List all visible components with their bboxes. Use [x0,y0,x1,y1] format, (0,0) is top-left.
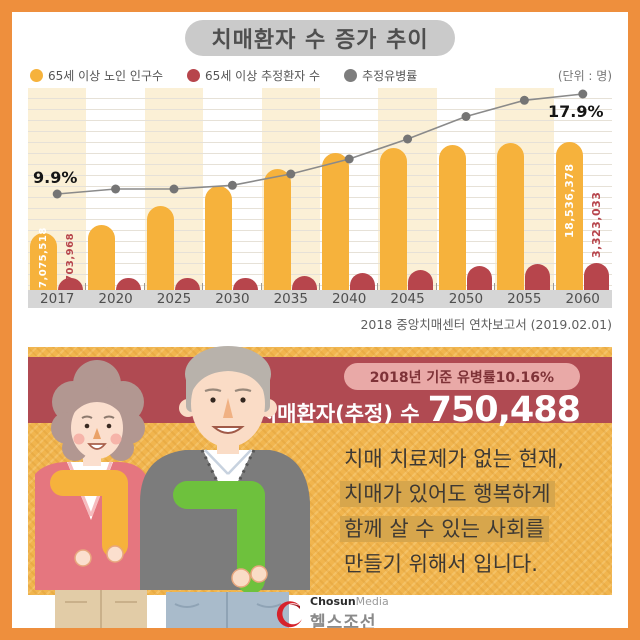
message-line-3: 함께 살 수 있는 사회를 [340,514,612,544]
patients-legend-dot-icon [187,68,201,82]
publisher-logo: ChosunMedia 헬스조선 [274,596,389,633]
health-chosun-wordmark: 헬스조선 [310,613,377,633]
x-label-2020: 2020 [98,291,133,307]
patient-count-label: 치매환자(추정) 수 [257,402,420,426]
trend-line-svg [52,89,588,199]
x-label-2017: 2017 [40,291,75,307]
rate-label-2017: 9.9% [33,168,78,187]
campaign-message: 치매 치료제가 없는 현재, 치매가 있어도 행복하게 함께 살 수 있는 사회… [340,444,612,584]
x-label-2025: 2025 [156,291,192,307]
patient-count-value: 750,488 [427,390,581,430]
legend-item-patients: 65세 이상 추정환자 수 [187,67,320,84]
publisher-logo-text: ChosunMedia 헬스조선 [310,596,389,633]
x-label-2040: 2040 [331,291,367,307]
message-line-4: 만들기 위해서 입니다. [340,549,612,579]
prevalence-pill: 2018년 기준 유병률10.16% [343,363,580,390]
x-axis: 2017 2020 2025 2030 2035 2040 2045 2050 2055 2060 [28,290,612,308]
message-line-2: 치매가 있어도 행복하게 [340,479,612,509]
x-label-2045: 2045 [390,291,425,307]
legend-item-population: 65세 이상 노인 인구수 [30,67,163,84]
brand-light: Media [355,595,389,608]
brand-bold: Chosun [310,595,356,608]
legend-label-rate: 추정유병률 [362,68,418,83]
plot-area: 9.9% 17.9% 7,075,518 703,968 18,536,378 … [28,88,612,290]
legend-item-rate: 추정유병률 [344,67,417,84]
x-label-2055: 2055 [507,291,542,307]
page-title: 치매환자 수 증가 추이 [185,20,455,56]
population-legend-dot-icon [30,68,43,82]
chosunmedia-wordmark: ChosunMedia [310,596,389,608]
chart-legend: 65세 이상 노인 인구수 65세 이상 추정환자 수 추정유병률 (단위 : … [30,65,612,85]
legend-label-population: 65세 이상 노인 인구수 [48,68,164,83]
bar-value-population-2017: 7,075,518 [38,227,49,288]
bar-value-patients-2017: 703,968 [65,232,76,282]
patient-count: 치매환자(추정) 수 750,488 [257,390,581,430]
dementia-chart: 9.9% 17.9% 7,075,518 703,968 18,536,378 … [28,88,612,308]
message-line-3-text: 함께 살 수 있는 사회를 [340,516,549,542]
bar-value-patients-2060: 3,323,033 [590,191,603,258]
unit-label: (단위 : 명) [557,68,612,83]
elderly-couple-illustration [35,346,310,628]
message-line-1-text: 치매 치료제가 없는 현재, [344,447,564,471]
x-label-2030: 2030 [215,291,250,307]
message-line-4-text: 만들기 위해서 입니다. [344,552,538,576]
x-label-2060: 2060 [565,291,600,307]
x-label-2050: 2050 [448,291,484,307]
rate-legend-dot-icon [344,68,358,82]
rate-label-2060: 17.9% [548,102,604,121]
man-figure [140,346,310,628]
source-citation: 2018 중앙치매센터 연차보고서 (2019.02.01) [360,317,612,332]
chosun-crescent-icon [276,600,302,627]
x-label-2035: 2035 [273,291,308,307]
woman-figure [35,360,151,628]
message-line-2-text: 치매가 있어도 행복하게 [340,481,555,507]
bar-value-population-2060: 18,536,378 [563,163,576,239]
message-line-1: 치매 치료제가 없는 현재, [340,444,612,474]
legend-label-patients: 65세 이상 추정환자 수 [205,68,321,83]
page-title-text: 치매환자 수 증가 추이 [211,28,429,53]
